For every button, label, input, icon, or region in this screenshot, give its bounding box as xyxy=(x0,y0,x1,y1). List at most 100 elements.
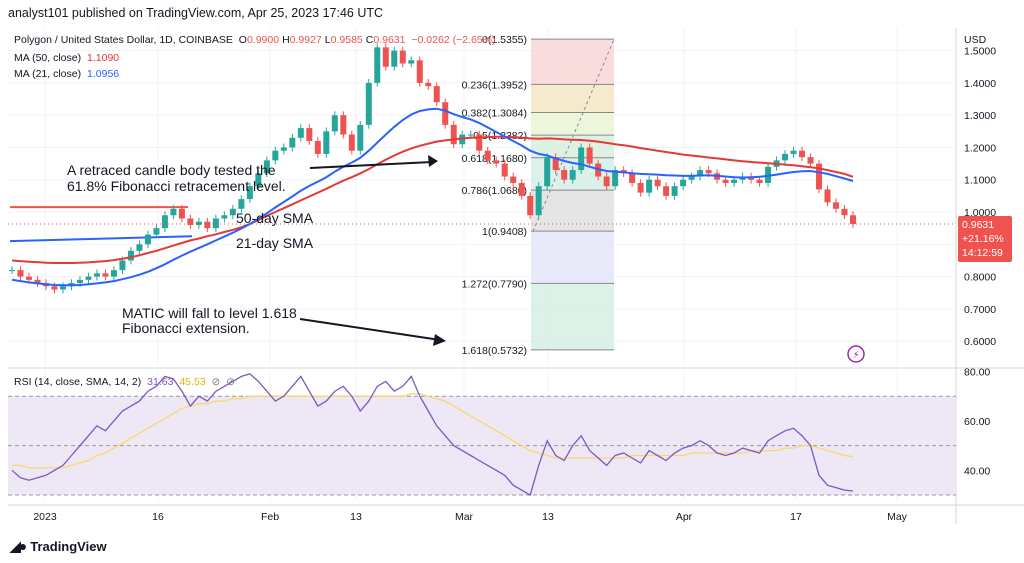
candle-body xyxy=(9,270,15,272)
candle-body xyxy=(450,124,457,145)
symbol-name: Polygon / United States Dollar, 1D, COIN… xyxy=(14,34,233,46)
candle-body xyxy=(340,115,347,135)
time-tick-label: May xyxy=(887,511,908,523)
price-label-countdown: 14:12:59 xyxy=(962,247,1003,259)
fib-level-label: 1.618(0.5732) xyxy=(462,345,527,357)
arrow-extension-line xyxy=(299,318,441,341)
candle-body xyxy=(357,124,364,151)
candle-body xyxy=(17,270,24,277)
ma21-label: MA (21, close) xyxy=(14,68,82,80)
price-tick-label: 0.7000 xyxy=(964,304,996,316)
price-tick-label: 0.6000 xyxy=(964,336,996,348)
candle-body xyxy=(680,179,687,187)
fib-zone xyxy=(531,39,614,85)
time-tick-label: Mar xyxy=(455,511,474,523)
fib-level-label: 0.786(1.0680) xyxy=(462,185,527,197)
candle-body xyxy=(510,176,517,183)
rsi-tick-label: 60.00 xyxy=(964,416,990,428)
tradingview-brand[interactable]: ◢● TradingView xyxy=(10,538,107,555)
price-change: −0.0262 (−2.65%) xyxy=(411,34,496,46)
support-line xyxy=(9,235,193,243)
candle-body xyxy=(782,153,789,161)
ohlc-h: H0.9927 xyxy=(282,34,322,46)
ma21-value: 1.0956 xyxy=(87,68,120,80)
candle-body xyxy=(841,208,848,216)
fib-level-label: 1.272(0.7790) xyxy=(462,278,527,290)
fib-zone xyxy=(531,84,614,113)
candle-body xyxy=(756,179,763,183)
candle-body xyxy=(85,276,92,280)
candle-body xyxy=(688,176,695,180)
candle-body xyxy=(238,199,245,209)
candle-body xyxy=(76,279,83,284)
candle-body xyxy=(187,218,194,225)
candle-body xyxy=(527,195,534,216)
candle-body xyxy=(552,157,559,171)
candle-body xyxy=(731,179,738,183)
rsi-tick-label: 40.00 xyxy=(964,465,990,477)
candle-body xyxy=(476,134,483,151)
candle-body xyxy=(399,50,406,64)
candle-body xyxy=(433,86,440,103)
candle-body xyxy=(34,279,41,284)
price-label-change: +21.16% xyxy=(962,233,1004,245)
ma21-legend: MA (21, close) 1.0956 xyxy=(14,68,119,80)
candle-body xyxy=(654,179,661,187)
candle-body xyxy=(289,137,296,148)
rsi-tick-label: 80.00 xyxy=(964,366,990,378)
candle-body xyxy=(331,115,338,132)
ma50-line xyxy=(11,135,854,264)
fib-level-label: 0.236(1.3952) xyxy=(462,79,527,91)
candle-body xyxy=(348,134,355,151)
settings-icon[interactable]: ⊘ xyxy=(211,376,221,388)
candle-body xyxy=(663,186,670,196)
candle-body xyxy=(603,176,610,187)
hide-icon[interactable]: ⊘ xyxy=(226,376,236,388)
candle-body xyxy=(306,128,313,141)
rsi-value: 31.63 xyxy=(147,376,174,388)
price-tick-label: 1.4000 xyxy=(964,78,996,90)
candle-body xyxy=(263,160,270,174)
rsi-sma-line xyxy=(12,393,854,469)
candle-body xyxy=(799,150,806,158)
time-tick-label: 17 xyxy=(790,511,802,523)
annotation-sma50: 50-day SMA xyxy=(236,210,314,226)
candle-body xyxy=(119,260,126,271)
candle-body xyxy=(314,141,321,154)
price-label-value: 0.9631 xyxy=(962,219,994,231)
time-tick-label: 13 xyxy=(542,511,554,523)
time-tick-label: Feb xyxy=(261,511,279,523)
candle-body xyxy=(212,218,219,229)
candle-body xyxy=(136,244,143,251)
arrow-retrace-line xyxy=(309,161,433,169)
candle-body xyxy=(127,250,134,261)
candle-body xyxy=(425,82,432,87)
candle-body xyxy=(442,102,449,125)
candle-body xyxy=(229,208,236,216)
candle-body xyxy=(722,179,729,183)
candle-body xyxy=(161,215,168,229)
arrow-retrace-head xyxy=(428,155,438,167)
fib-zone xyxy=(531,190,614,232)
candle-body xyxy=(391,50,398,67)
fib-level-label: 0(1.5355) xyxy=(482,34,527,46)
candle-body xyxy=(178,208,185,219)
fib-level-label: 1(0.9408) xyxy=(482,226,527,238)
fib-level-label: 0.382(1.3084) xyxy=(462,107,527,119)
annotation-sma21: 21-day SMA xyxy=(236,235,314,251)
ma50-legend: MA (50, close) 1.1090 xyxy=(14,52,119,64)
ohlc-l: L0.9585 xyxy=(324,34,363,46)
candle-body xyxy=(569,170,576,180)
lightning-glyph: ⚡ xyxy=(852,350,859,361)
candle-body xyxy=(586,147,593,164)
candle-body xyxy=(705,170,712,174)
time-tick-label: 16 xyxy=(152,511,164,523)
price-tick-label: 1.3000 xyxy=(964,110,996,122)
publish-header: analyst101 published on TradingView.com,… xyxy=(8,6,384,20)
ohlc-c: C0.9631 xyxy=(365,34,406,46)
rsi-legend: RSI (14, close, SMA, 14, 2) 31.63 45.53 … xyxy=(14,376,235,388)
candle-body xyxy=(850,215,856,224)
lightning-icon xyxy=(847,345,865,363)
candle-body xyxy=(272,150,279,161)
time-tick-label: 2023 xyxy=(33,511,57,523)
